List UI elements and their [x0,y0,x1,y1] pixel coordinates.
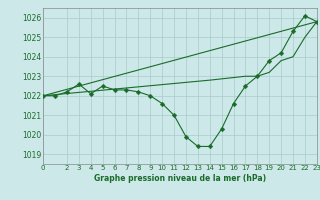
X-axis label: Graphe pression niveau de la mer (hPa): Graphe pression niveau de la mer (hPa) [94,174,266,183]
